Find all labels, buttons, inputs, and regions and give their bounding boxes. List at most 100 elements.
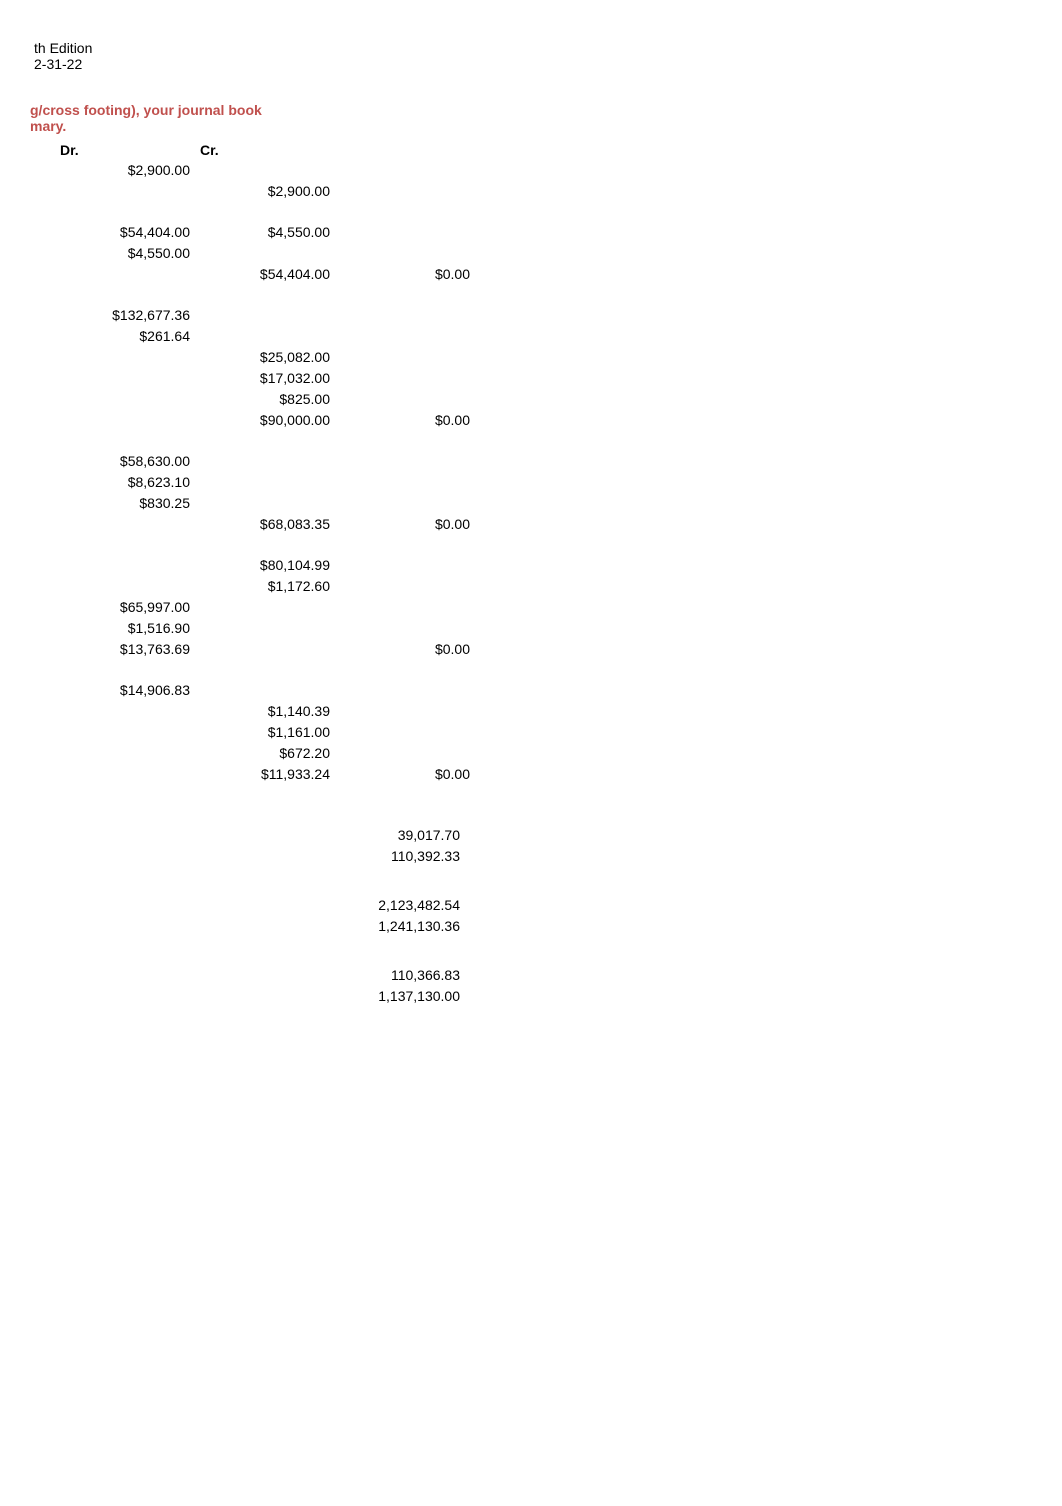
cr-cell [200,618,340,639]
dr-cell [60,555,200,576]
ledger-row: $1,172.60 [60,576,1032,597]
total-spacer [60,937,1032,957]
total-row: 2,123,482.54 [60,895,1032,916]
group-spacer [60,660,1032,680]
ledger-row: $90,000.00$0.00 [60,410,1032,431]
cr-cell: $68,083.35 [200,514,340,535]
balance-cell [340,181,470,202]
ledger-row: $68,083.35$0.00 [60,514,1032,535]
total-row: 1,137,130.00 [60,986,1032,1007]
balance-cell: $0.00 [340,514,470,535]
balance-cell [340,722,470,743]
ledger-row: $11,933.24$0.00 [60,764,1032,785]
ledger-row: $25,082.00 [60,347,1032,368]
ledger-row: $1,161.00 [60,722,1032,743]
balance-cell [340,576,470,597]
dr-cell [60,181,200,202]
balance-cell [340,618,470,639]
total-value: 110,392.33 [60,846,460,867]
balance-cell [340,326,470,347]
total-value: 2,123,482.54 [60,895,460,916]
ledger-row: $80,104.99 [60,555,1032,576]
cr-cell [200,451,340,472]
dr-header: Dr. [60,142,200,158]
ledger-row: $58,630.00 [60,451,1032,472]
total-row: 1,241,130.36 [60,916,1032,937]
balance-cell [340,493,470,514]
cr-cell: $25,082.00 [200,347,340,368]
balance-cell [340,160,470,181]
cr-cell [200,160,340,181]
cr-cell [200,680,340,701]
header-line-1: th Edition [34,40,1032,56]
dr-cell: $4,550.00 [60,243,200,264]
total-row: 110,392.33 [60,846,1032,867]
group-spacer [60,431,1032,451]
ledger-row: $2,900.00 [60,160,1032,181]
dr-cell: $2,900.00 [60,160,200,181]
dr-cell: $261.64 [60,326,200,347]
dr-cell [60,368,200,389]
cr-cell: $80,104.99 [200,555,340,576]
total-spacer [60,887,1032,895]
ledger-row: $132,677.36 [60,305,1032,326]
total-row: 110,366.83 [60,965,1032,986]
dr-cell [60,576,200,597]
cr-cell: $2,900.00 [200,181,340,202]
ledger-table: $2,900.00$2,900.00$54,404.00$4,550.00$4,… [60,160,1032,785]
dr-cell: $1,516.90 [60,618,200,639]
cr-cell: $1,140.39 [200,701,340,722]
total-value: 1,241,130.36 [60,916,460,937]
cr-cell: $4,550.00 [200,222,340,243]
ledger-row: $14,906.83 [60,680,1032,701]
balance-cell [340,555,470,576]
balance-cell [340,389,470,410]
balance-cell [340,451,470,472]
total-value: 110,366.83 [60,965,460,986]
ledger-row: $65,997.00 [60,597,1032,618]
group-spacer [60,202,1032,222]
cr-cell [200,243,340,264]
cr-cell: $825.00 [200,389,340,410]
total-row: 39,017.70 [60,825,1032,846]
ledger-row: $825.00 [60,389,1032,410]
cr-cell: $17,032.00 [200,368,340,389]
dr-cell: $830.25 [60,493,200,514]
ledger-row: $2,900.00 [60,181,1032,202]
dr-cell [60,389,200,410]
ledger-row: $17,032.00 [60,368,1032,389]
balance-cell: $0.00 [340,264,470,285]
ledger-row: $54,404.00$0.00 [60,264,1032,285]
dr-cell: $58,630.00 [60,451,200,472]
cr-cell: $1,172.60 [200,576,340,597]
cr-cell: $54,404.00 [200,264,340,285]
cr-cell [200,597,340,618]
ledger-row: $1,516.90 [60,618,1032,639]
ledger-row: $54,404.00$4,550.00 [60,222,1032,243]
dr-cell [60,264,200,285]
balance-cell [340,368,470,389]
balance-cell [340,597,470,618]
cr-cell: $90,000.00 [200,410,340,431]
column-headers: Dr. Cr. [60,142,1032,158]
balance-cell: $0.00 [340,410,470,431]
ledger-row: $13,763.69$0.00 [60,639,1032,660]
dr-cell [60,514,200,535]
section-title-line-2: mary. [30,118,66,134]
cr-header: Cr. [200,142,330,158]
dr-cell [60,722,200,743]
cr-cell: $11,933.24 [200,764,340,785]
section-title-line-1: g/cross footing), your journal book [30,102,262,118]
section-title: g/cross footing), your journal book mary… [30,102,1032,134]
ledger-row: $261.64 [60,326,1032,347]
cr-cell [200,305,340,326]
group-spacer [60,285,1032,305]
balance-cell [340,743,470,764]
cr-cell: $672.20 [200,743,340,764]
totals-section: 39,017.70110,392.33 2,123,482.541,241,130… [60,825,1032,1007]
header-line-2: 2-31-22 [34,56,1032,72]
dr-cell: $8,623.10 [60,472,200,493]
dr-cell: $14,906.83 [60,680,200,701]
total-spacer [60,867,1032,887]
balance-cell [340,243,470,264]
